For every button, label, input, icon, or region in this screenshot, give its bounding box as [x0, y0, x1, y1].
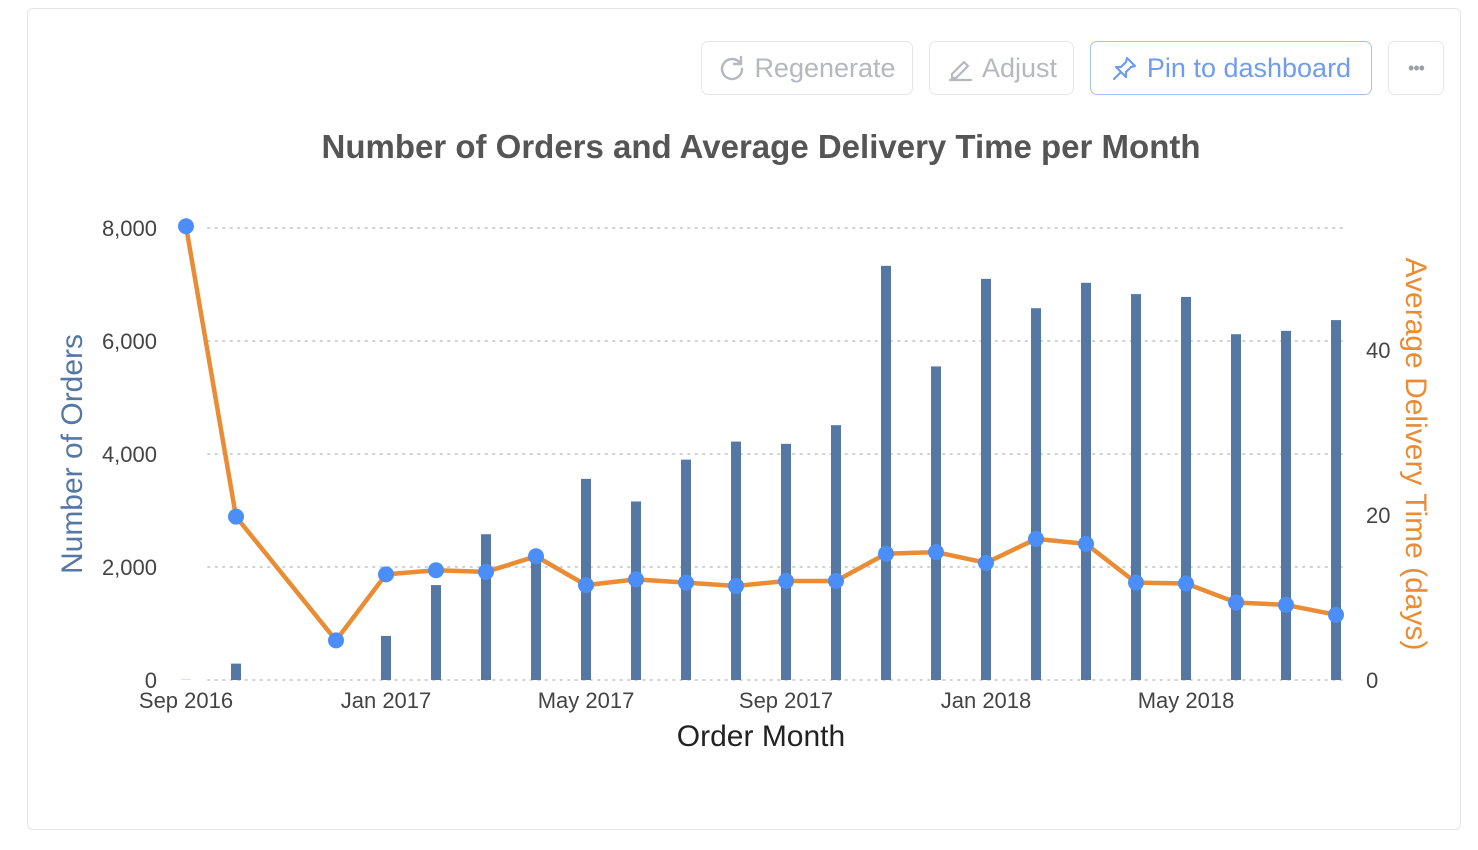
point-2018-06 — [1228, 594, 1244, 611]
y-tick-label: 2,000 — [102, 555, 157, 580]
point-2018-01 — [978, 554, 994, 571]
point-2017-02 — [428, 562, 444, 579]
point-2017-10 — [828, 573, 844, 589]
point-2017-01 — [378, 566, 394, 583]
bar-2017-10 — [831, 425, 841, 680]
point-2017-03 — [478, 563, 494, 580]
x-tick-label: Jan 2017 — [341, 688, 432, 713]
x-tick-label: May 2018 — [1138, 688, 1235, 713]
y-tick-label: 4,000 — [102, 442, 157, 467]
bar-2017-08 — [731, 441, 741, 680]
grid-layer — [207, 227, 1346, 681]
point-2016-10 — [228, 508, 244, 525]
bar-2018-08 — [1331, 320, 1341, 680]
bar-2017-09 — [781, 443, 791, 680]
point-2018-03 — [1078, 535, 1094, 552]
bar-2016-10 — [231, 663, 241, 680]
pin-icon — [1111, 54, 1139, 82]
bar-2017-12 — [931, 366, 941, 680]
point-2017-06 — [628, 571, 644, 588]
chart-title: Number of Orders and Average Delivery Ti… — [321, 128, 1200, 165]
bar-layer — [181, 265, 1341, 680]
bar-2018-02 — [1031, 308, 1041, 680]
point-2018-07 — [1278, 596, 1294, 613]
delivery-time-line — [183, 224, 1339, 643]
line-layer — [178, 218, 1344, 649]
regenerate-button[interactable]: Regenerate — [701, 41, 913, 95]
bar-2017-04 — [531, 550, 541, 680]
bar-2018-07 — [1281, 330, 1291, 680]
y-tick-label: 0 — [145, 668, 157, 693]
bar-2017-11 — [881, 265, 891, 680]
point-2017-04 — [528, 548, 544, 565]
point-2017-11 — [878, 545, 894, 562]
y-axis-title: Number of Orders — [56, 334, 89, 574]
pencil-icon — [946, 54, 974, 82]
x-tick-label: May 2017 — [538, 688, 635, 713]
bar-2018-01 — [981, 278, 991, 680]
bar-2018-04 — [1131, 294, 1141, 680]
y2-axis-title: Average Delivery Time (days) — [1399, 258, 1432, 651]
adjust-label: Adjust — [981, 52, 1058, 83]
point-2018-05 — [1178, 575, 1194, 592]
refresh-icon — [718, 54, 746, 82]
point-2018-02 — [1028, 530, 1044, 547]
y2-tick-label: 40 — [1366, 338, 1390, 363]
point-2017-09 — [778, 573, 794, 589]
adjust-button[interactable]: Adjust — [929, 41, 1074, 95]
y2-tick-label: 0 — [1366, 668, 1378, 693]
axis-layer: 0 2,000 4,000 6,000 8,000 0 20 40 Sep 2016 Jan 20… — [102, 216, 1391, 713]
pin-to-dashboard-button[interactable]: Pin to dashboard — [1090, 41, 1372, 95]
bar-2017-03 — [481, 534, 491, 680]
chart-card — [27, 8, 1461, 830]
x-tick-label: Jan 2018 — [941, 688, 1032, 713]
pin-label: Pin to dashboard — [1146, 52, 1352, 83]
bar-2017-06 — [631, 501, 641, 680]
bar-2017-01 — [381, 635, 391, 680]
x-tick-label: Sep 2016 — [139, 688, 233, 713]
regenerate-label: Regenerate — [754, 52, 896, 83]
y-tick-label: 6,000 — [102, 329, 157, 354]
more-options-button[interactable]: ••• — [1388, 41, 1444, 95]
point-2017-12 — [928, 544, 944, 561]
point-2018-04 — [1128, 574, 1144, 591]
bar-2017-02 — [431, 585, 441, 680]
bar-2018-05 — [1181, 296, 1191, 680]
x-tick-label: Sep 2017 — [739, 688, 833, 713]
y2-tick-label: 20 — [1366, 503, 1390, 528]
bar-2018-06 — [1231, 334, 1241, 680]
more-options-icon: ••• — [1408, 57, 1425, 78]
bar-2018-03 — [1081, 282, 1091, 680]
x-axis-title: Order Month — [677, 720, 845, 753]
point-2016-09 — [178, 218, 194, 235]
point-2017-07 — [678, 574, 694, 591]
point-2017-05 — [578, 577, 594, 594]
point-2017-08 — [728, 577, 744, 594]
bar-2017-07 — [681, 459, 691, 680]
y-tick-label: 8,000 — [102, 216, 157, 241]
point-2018-08 — [1328, 606, 1344, 623]
point-2016-12 — [328, 632, 344, 649]
